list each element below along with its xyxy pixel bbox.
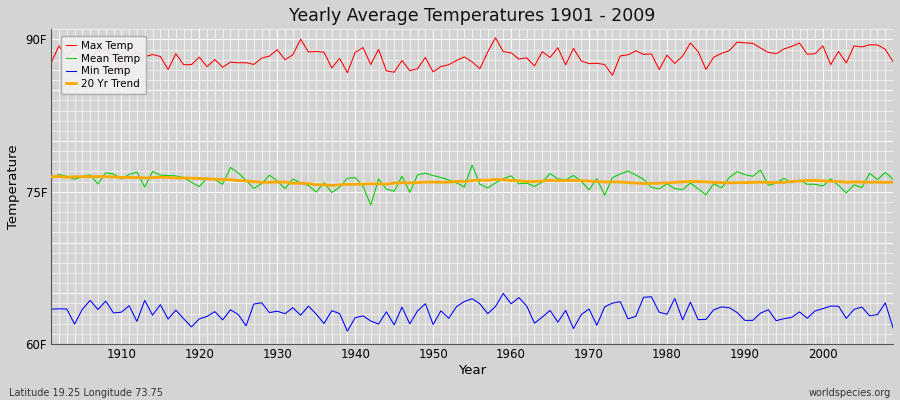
Max Temp bbox=[514, 57, 525, 62]
Line: Mean Temp: Mean Temp bbox=[51, 165, 893, 205]
Max Temp bbox=[615, 54, 626, 58]
Max Temp bbox=[607, 73, 617, 78]
Max Temp bbox=[327, 66, 338, 70]
20 Yr Trend bbox=[46, 174, 57, 179]
Line: Min Temp: Min Temp bbox=[51, 294, 893, 331]
X-axis label: Year: Year bbox=[458, 364, 486, 377]
Max Temp bbox=[491, 36, 501, 40]
Legend: Max Temp, Mean Temp, Min Temp, 20 Yr Trend: Max Temp, Mean Temp, Min Temp, 20 Yr Tre… bbox=[60, 36, 146, 94]
Min Temp bbox=[327, 308, 338, 313]
Min Temp bbox=[280, 311, 291, 316]
Line: Max Temp: Max Temp bbox=[51, 38, 893, 75]
Line: 20 Yr Trend: 20 Yr Trend bbox=[51, 176, 893, 186]
Min Temp bbox=[887, 326, 898, 330]
20 Yr Trend bbox=[514, 178, 525, 183]
Min Temp bbox=[498, 291, 508, 296]
20 Yr Trend bbox=[54, 174, 65, 179]
Max Temp bbox=[506, 50, 517, 55]
Mean Temp bbox=[514, 182, 525, 186]
Mean Temp bbox=[365, 203, 376, 208]
Text: worldspecies.org: worldspecies.org bbox=[809, 388, 891, 398]
Min Temp bbox=[514, 295, 525, 300]
20 Yr Trend bbox=[615, 180, 626, 184]
Title: Yearly Average Temperatures 1901 - 2009: Yearly Average Temperatures 1901 - 2009 bbox=[289, 7, 655, 25]
Mean Temp bbox=[108, 172, 119, 176]
20 Yr Trend bbox=[327, 183, 338, 188]
Y-axis label: Temperature: Temperature bbox=[7, 144, 20, 229]
Mean Temp bbox=[327, 190, 338, 195]
Mean Temp bbox=[46, 176, 57, 181]
Min Temp bbox=[108, 310, 119, 315]
20 Yr Trend bbox=[521, 179, 532, 184]
Text: Latitude 19.25 Longitude 73.75: Latitude 19.25 Longitude 73.75 bbox=[9, 388, 163, 398]
Max Temp bbox=[887, 59, 898, 64]
Max Temp bbox=[108, 54, 119, 58]
Mean Temp bbox=[615, 172, 626, 176]
20 Yr Trend bbox=[342, 182, 353, 187]
20 Yr Trend bbox=[116, 175, 127, 180]
Min Temp bbox=[615, 299, 626, 304]
Min Temp bbox=[46, 307, 57, 312]
Max Temp bbox=[280, 57, 291, 62]
Max Temp bbox=[46, 60, 57, 65]
20 Yr Trend bbox=[887, 180, 898, 185]
20 Yr Trend bbox=[287, 181, 298, 186]
Mean Temp bbox=[887, 177, 898, 182]
Mean Temp bbox=[467, 163, 478, 168]
Min Temp bbox=[521, 304, 532, 308]
Min Temp bbox=[342, 329, 353, 334]
Mean Temp bbox=[521, 181, 532, 186]
Mean Temp bbox=[280, 186, 291, 191]
